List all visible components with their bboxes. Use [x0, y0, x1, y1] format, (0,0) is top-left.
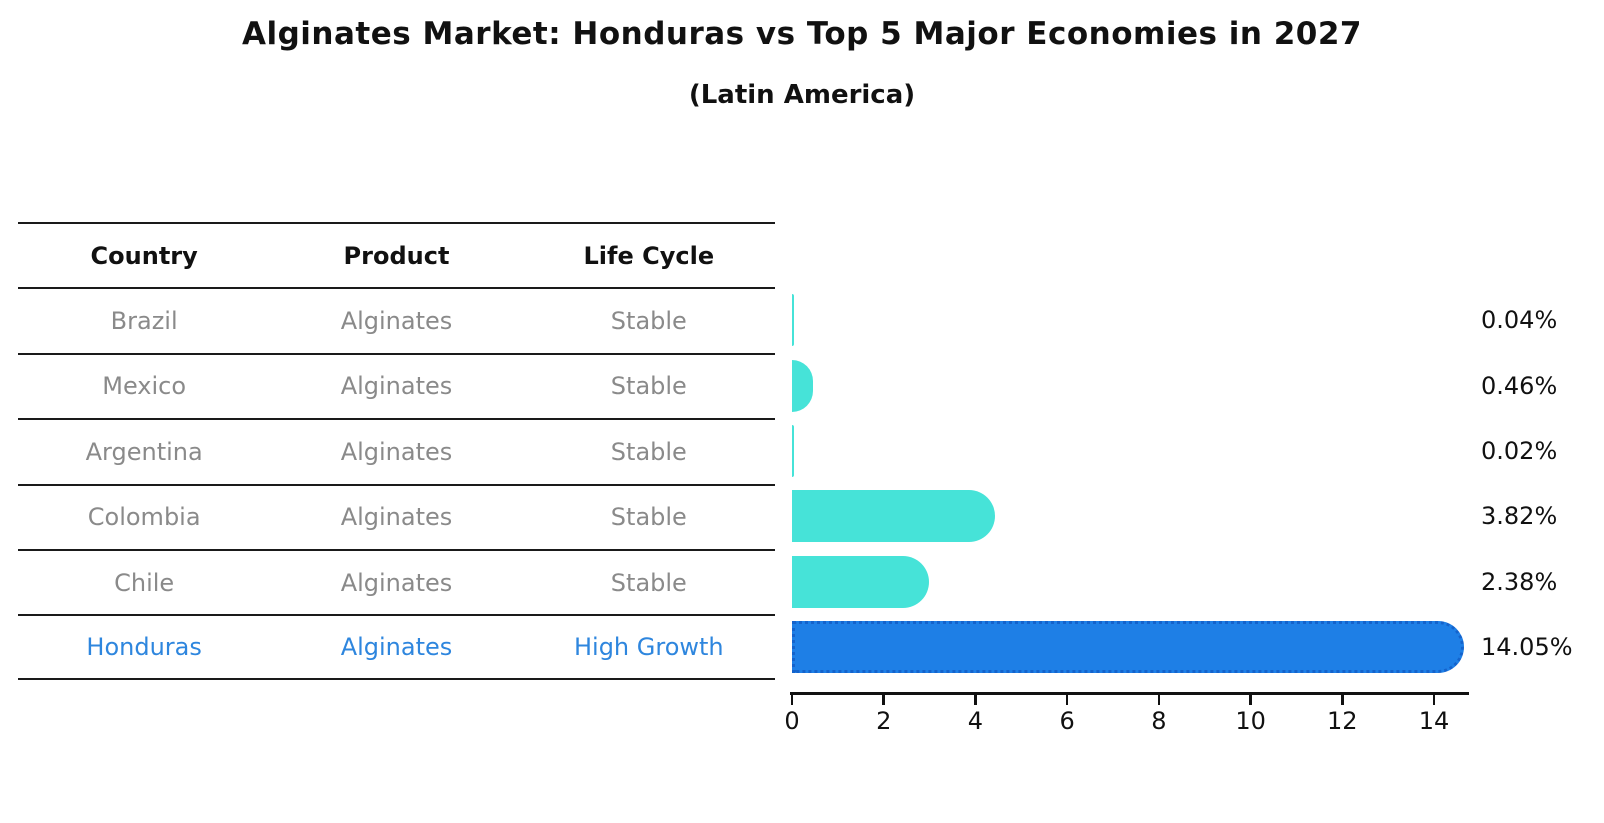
- cell-life-cycle: Stable: [610, 437, 687, 466]
- x-tick-mark: [1157, 694, 1161, 705]
- x-tick-label: 14: [1418, 707, 1450, 735]
- table-row: Mexico Alginates Stable: [18, 352, 775, 418]
- x-tick-label: 10: [1235, 707, 1266, 735]
- x-axis-line: [790, 692, 1469, 695]
- bar: [792, 424, 794, 477]
- cell-product: Alginates: [340, 568, 453, 597]
- cell-life-cycle: Stable: [610, 503, 687, 532]
- cell-product: Alginates: [340, 372, 453, 401]
- cell-country: Chile: [114, 568, 175, 597]
- x-tick-mark: [1432, 694, 1436, 705]
- cell-country: Honduras: [86, 633, 202, 662]
- x-tick-mark: [1065, 694, 1069, 705]
- cell-product: Alginates: [340, 633, 453, 662]
- x-tick-label: 0: [784, 707, 800, 735]
- x-tick-label: 8: [1151, 707, 1167, 735]
- cell-country: Mexico: [102, 372, 187, 401]
- table-row: Argentina Alginates Stable: [18, 418, 775, 483]
- bar: [792, 490, 996, 543]
- x-tick-label: 12: [1327, 707, 1358, 735]
- x-tick-mark: [1341, 694, 1344, 705]
- bar-value-label: 0.02%: [1481, 436, 1558, 465]
- table-row: Colombia Alginates Stable: [18, 483, 775, 549]
- bar: [792, 555, 930, 608]
- table-row: Chile Alginates Stable: [18, 548, 775, 614]
- x-tick-label: 2: [876, 707, 892, 735]
- table-row: Brazil Alginates Stable: [18, 287, 775, 352]
- bar-value-label: 3.82%: [1481, 502, 1558, 531]
- cell-life-cycle: Stable: [610, 568, 687, 597]
- x-tick-mark: [974, 694, 977, 705]
- cell-life-cycle: Stable: [610, 372, 687, 401]
- cell-life-cycle: High Growth: [573, 633, 724, 662]
- bar: [792, 359, 814, 412]
- x-tick-mark: [790, 694, 794, 705]
- page-subtitle: (Latin America): [688, 80, 916, 110]
- x-tick-label: 4: [967, 707, 984, 735]
- header-cell-product: Product: [343, 241, 450, 270]
- page-title: Alginates Market: Honduras vs Top 5 Majo…: [242, 16, 1362, 52]
- market-table: Country Product Life Cycle Brazil Algina…: [18, 222, 775, 680]
- table-row: Honduras Alginates High Growth: [18, 614, 775, 680]
- table-body: Brazil Alginates Stable Mexico Alginates…: [18, 287, 775, 680]
- bar-value-label: 2.38%: [1481, 567, 1558, 596]
- cell-country: Colombia: [87, 503, 201, 532]
- bar: [792, 294, 794, 347]
- cell-product: Alginates: [340, 307, 453, 336]
- cell-life-cycle: Stable: [610, 307, 687, 336]
- x-tick-mark: [1249, 694, 1252, 705]
- x-tick-mark: [882, 694, 885, 705]
- bar-value-label: 0.46%: [1481, 371, 1558, 400]
- table-header-row: Country Product Life Cycle: [18, 222, 775, 287]
- header-cell-country: Country: [90, 241, 198, 270]
- cell-product: Alginates: [340, 437, 453, 466]
- header-cell-life-cycle: Life Cycle: [583, 241, 715, 270]
- bar-value-label: 0.04%: [1481, 306, 1558, 335]
- cell-country: Brazil: [110, 307, 178, 336]
- x-tick-label: 6: [1059, 707, 1075, 735]
- cell-country: Argentina: [85, 437, 203, 466]
- bar-value-label: 14.05%: [1481, 633, 1573, 662]
- bar: [792, 621, 1465, 674]
- cell-product: Alginates: [340, 503, 453, 532]
